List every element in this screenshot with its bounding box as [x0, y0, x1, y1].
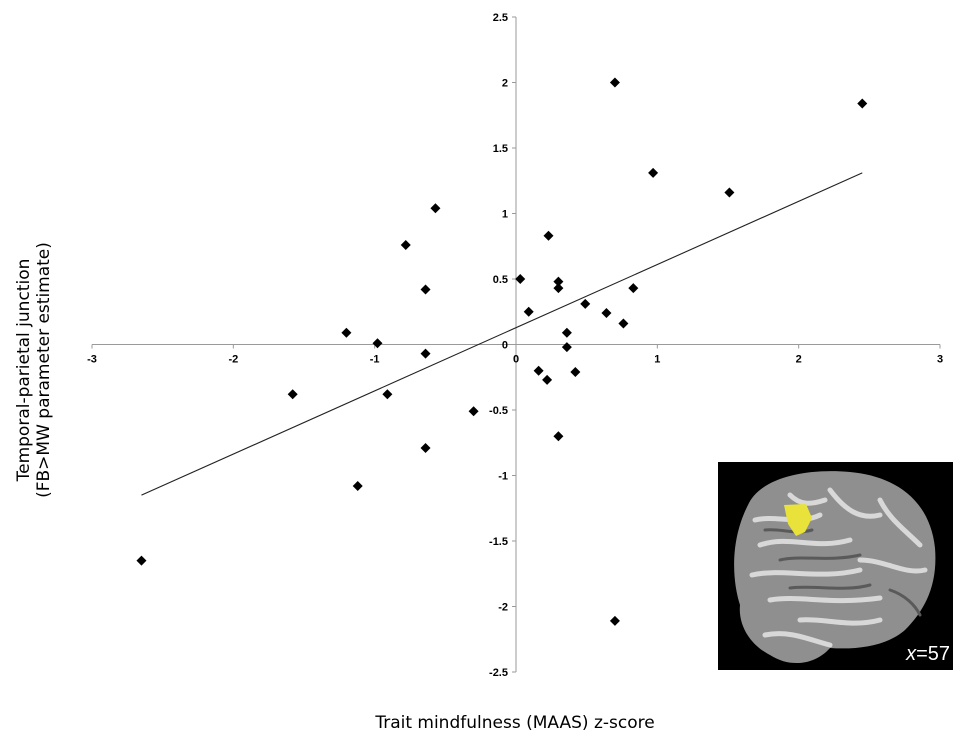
data-point: [523, 306, 534, 317]
data-points: [136, 77, 868, 626]
y-tick-label: 2.5: [493, 12, 508, 24]
x-tick-label: 3: [937, 354, 943, 366]
data-point: [543, 230, 554, 241]
data-point: [287, 389, 298, 400]
y-tick-label: -0.5: [489, 405, 508, 417]
data-point: [628, 283, 639, 294]
data-point: [601, 308, 612, 319]
y-tick-label: 0.5: [493, 274, 508, 286]
x-tick-label: -1: [370, 354, 380, 366]
y-axis-title-group: Temporal-parietal junction (FB>MW parame…: [14, 242, 54, 498]
data-point: [542, 374, 553, 385]
x-tick-label: 1: [654, 354, 660, 366]
data-point: [724, 187, 735, 198]
data-point: [136, 555, 147, 566]
data-point: [553, 283, 564, 294]
data-point: [561, 327, 572, 338]
data-point: [420, 348, 431, 359]
data-point: [430, 203, 441, 214]
data-point: [468, 406, 479, 417]
data-point: [341, 327, 352, 338]
y-tick-label: -1: [498, 471, 508, 483]
tick-labels: -3 -2 -1 0 1 2 3 2.5 2 1.5 1 0.5 0 -0.5 -1 -1.5 -2 -2.5: [87, 12, 943, 679]
data-point: [553, 431, 564, 442]
x-tick-label: 0: [513, 354, 519, 366]
data-point: [609, 615, 620, 626]
y-axis-title-line2: (FB>MW parameter estimate): [34, 242, 54, 498]
y-tick-label: -2: [498, 602, 508, 614]
y-tick-label: -2.5: [489, 667, 508, 679]
x-tick-label: -2: [228, 354, 238, 366]
data-point: [515, 274, 526, 284]
y-axis-title-line1: Temporal-parietal junction: [14, 259, 34, 483]
x-tick-label: -3: [87, 354, 97, 366]
data-point: [553, 276, 564, 287]
data-point: [420, 442, 431, 453]
y-tick-label: -1.5: [489, 536, 508, 548]
data-point: [561, 342, 572, 353]
y-tick-label: 1.5: [493, 143, 508, 155]
data-point: [609, 77, 620, 88]
data-point: [400, 239, 411, 250]
data-point: [648, 167, 659, 178]
trend-line: [141, 172, 863, 496]
data-point: [372, 338, 383, 349]
brain-inset: x=57: [718, 462, 953, 670]
y-tick-label: 1: [502, 209, 508, 221]
data-point: [618, 318, 629, 329]
x-tick-label: 2: [796, 354, 802, 366]
data-point: [570, 367, 581, 378]
y-tick-label: 0: [502, 340, 508, 352]
slice-label: x=57: [905, 643, 950, 665]
data-point: [420, 284, 431, 295]
data-point: [533, 365, 544, 376]
y-tick-label: 2: [502, 78, 508, 90]
x-axis-title: Trait mindfulness (MAAS) z-score: [374, 713, 654, 733]
data-point: [352, 480, 363, 491]
highlight-region: [784, 504, 812, 536]
brain-image: [734, 471, 936, 664]
data-point: [580, 298, 591, 309]
data-point: [857, 98, 868, 109]
data-point: [382, 389, 393, 400]
